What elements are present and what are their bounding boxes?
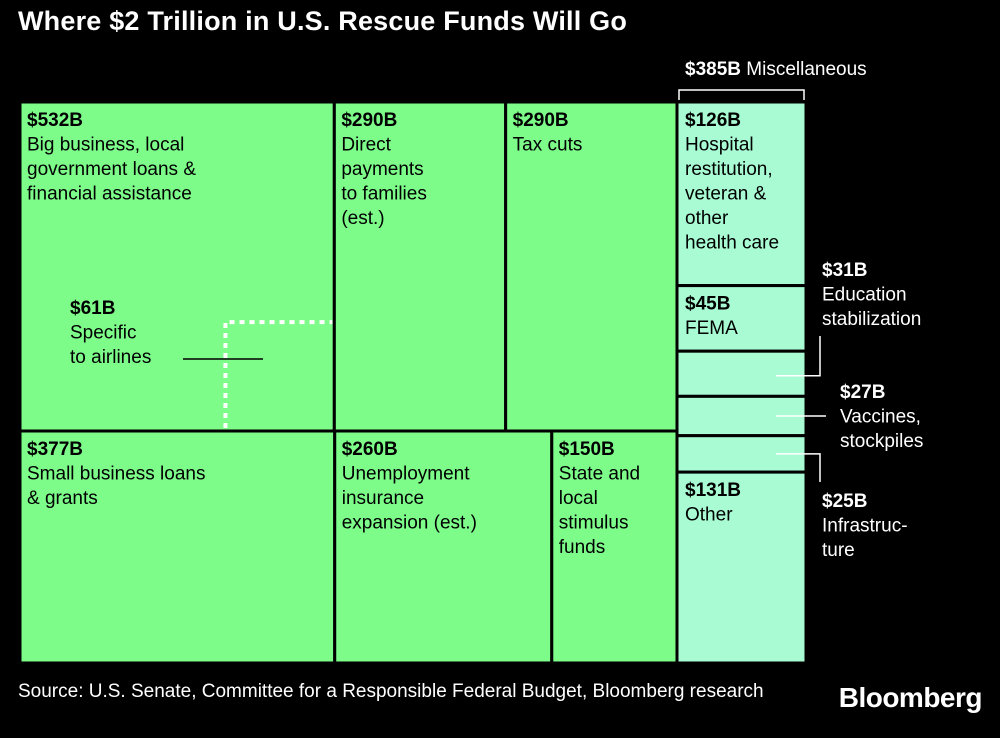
cell-tax-cuts: [504, 100, 679, 433]
label-other: $131B Other: [685, 480, 741, 525]
label-airline-subset: $61B Specific to airlines: [70, 298, 151, 368]
chart-title: Where $2 Trillion in U.S. Rescue Funds W…: [18, 6, 628, 36]
callout-line-education: [776, 336, 821, 377]
label-vaccines: $27B Vaccines, stockpiles: [840, 382, 923, 452]
label-misc-header: $385B Miscellaneous: [685, 59, 867, 80]
cell-unemployment: [333, 429, 554, 665]
cell-hospital: [675, 100, 808, 288]
treemap-chart: $532B Big business, local government loans…: [18, 59, 923, 665]
misc-bracket: [678, 89, 805, 100]
label-infrastructure: $25B Infrastruc-ture: [822, 491, 908, 561]
label-direct-payments: $290B Direct payments to families (est.): [341, 110, 427, 229]
label-hospital: $126B Hospital restitution, veteran & other h…: [685, 110, 779, 254]
callout-line-infrastructure: [776, 453, 821, 482]
source-note: Source: U.S. Senate, Committee for a Res…: [18, 681, 764, 702]
cell-state-local: [550, 429, 679, 665]
label-state-local: $150B State and local stimulus funds: [559, 439, 640, 558]
label-fema: $45B FEMA: [685, 294, 738, 340]
label-big-business: $532B Big business, local government loans…: [27, 110, 196, 205]
cell-big-business: [18, 100, 336, 433]
label-small-business: $377B Small business loans & grants: [27, 439, 205, 509]
cell-other: [675, 470, 808, 665]
cell-education: [675, 349, 808, 398]
label-unemployment: $260B Unemployment insurance expansion (est…: [342, 439, 477, 534]
label-tax-cuts: $290B Tax cuts: [513, 110, 583, 156]
label-education: $31B Education stabilization: [822, 260, 921, 330]
bloomberg-logo: Bloomberg: [838, 682, 983, 713]
